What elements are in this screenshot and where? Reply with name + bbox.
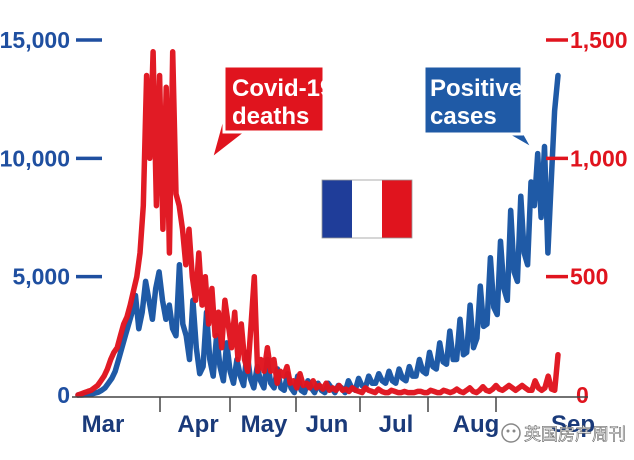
left-tick-label: 0	[57, 382, 70, 408]
cases-callout-text: cases	[430, 103, 497, 130]
x-tick-label: Jul	[379, 411, 414, 438]
left-tick-label: 10,000	[0, 145, 70, 171]
x-tick-label: Mar	[82, 411, 125, 438]
cases-callout-box	[422, 64, 524, 136]
wechat-icon-eye	[506, 429, 510, 433]
right-tick-label: 500	[570, 264, 608, 290]
right-tick-label: 1,500	[570, 27, 628, 53]
cases-line	[75, 72, 561, 398]
x-tick-label: Sep	[551, 411, 595, 438]
plot-area	[75, 49, 561, 398]
left-tick-label: 5,000	[12, 264, 70, 290]
right-tick-label: 1,000	[570, 145, 628, 171]
x-tick-label: Jun	[306, 411, 349, 438]
right-tick-label: 0	[576, 382, 589, 408]
france-flag	[321, 179, 413, 239]
left-axis: 15,000 10,000 5,000 0	[0, 27, 102, 408]
x-tick-label: May	[241, 411, 288, 438]
flag-border	[321, 179, 413, 239]
deaths-callout-text: deaths	[232, 103, 309, 130]
wechat-icon-eye	[512, 429, 516, 433]
x-axis: Mar Apr May Jun Jul Aug Sep	[72, 396, 595, 438]
wechat-icon	[501, 423, 521, 443]
watermark-text: 英国房产周刊	[524, 425, 626, 444]
flag-blue	[322, 180, 352, 238]
deaths-callout-box	[222, 64, 326, 134]
watermark: 英国房产周刊	[501, 423, 626, 444]
x-tick-label: Aug	[453, 411, 500, 438]
deaths-line	[75, 49, 561, 398]
x-tick-label: Apr	[177, 411, 218, 438]
flag-white	[352, 180, 382, 238]
deaths-callout-text: Covid-19	[232, 75, 333, 102]
left-tick-label: 15,000	[0, 27, 70, 53]
cases-callout-text: Positive	[430, 75, 522, 102]
right-axis: 1,500 1,000 500 0	[546, 27, 628, 408]
flag-red	[382, 180, 412, 238]
